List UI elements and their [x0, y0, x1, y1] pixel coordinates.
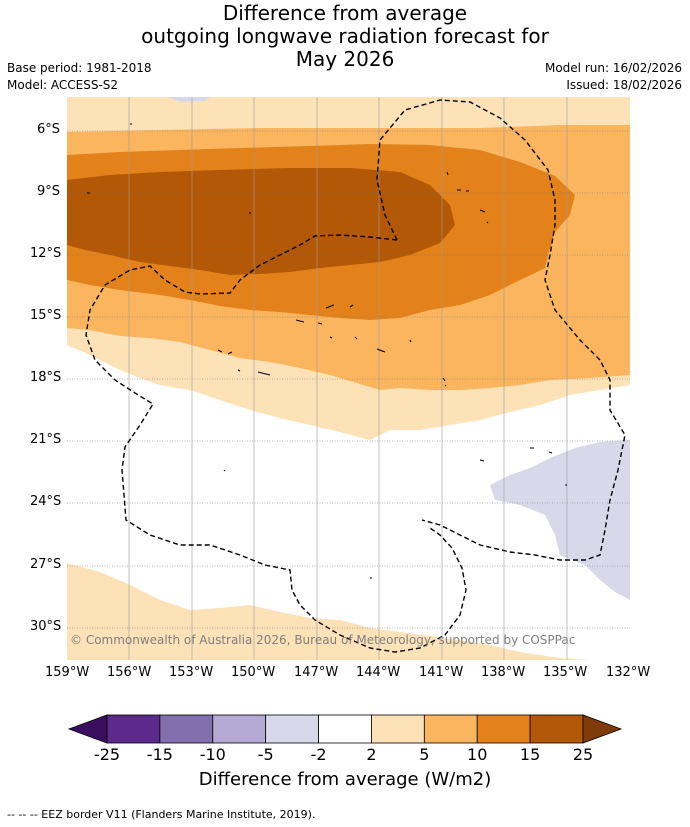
colorbar-cell-7	[476, 714, 531, 744]
lon-label-135w: 135°W	[543, 665, 588, 680]
eez-border-cook-islands	[376, 99, 626, 561]
anomaly-band-15-25	[67, 168, 455, 275]
colorbar	[67, 714, 623, 744]
anomaly-band-neg-2-5-east	[490, 440, 630, 600]
colorbar-cell-8	[529, 714, 584, 744]
colorbar-tick-label: -2	[310, 745, 327, 764]
islands	[87, 123, 567, 579]
lon-label-153w: 153°W	[169, 665, 214, 680]
lon-label-138w: 138°W	[481, 665, 526, 680]
colorbar-cell-1	[159, 714, 214, 744]
issued-date: Issued: 18/02/2026	[566, 78, 682, 92]
eez-footnote: -- -- -- EEZ border V11 (Flanders Marine…	[7, 808, 316, 821]
colorbar-cell-2	[212, 714, 267, 744]
base-period: Base period: 1981-2018	[7, 61, 152, 75]
lon-label-132w: 132°W	[606, 665, 651, 680]
colorbar-extend-high	[582, 714, 623, 744]
colorbar-tick-label: 15	[519, 745, 541, 764]
colorbar-tick-label: -10	[199, 745, 226, 764]
lat-label-24s: 24°S	[30, 494, 62, 509]
meta-right: Model run: 16/02/2026 Issued: 18/02/2026	[545, 60, 682, 94]
copyright-notice: © Commonwealth of Australia 2026, Bureau…	[70, 633, 576, 647]
title-line-1: Difference from average	[222, 1, 468, 25]
model-name: Model: ACCESS-S2	[7, 78, 119, 92]
colorbar-tick-label: -5	[257, 745, 274, 764]
anomaly-band-2-5-south	[67, 563, 590, 660]
lat-label-30s: 30°S	[30, 619, 62, 634]
colorbar-tick-label: 5	[419, 745, 430, 764]
colorbar-tick-label: 25	[572, 745, 594, 764]
lon-label-147w: 147°W	[294, 665, 339, 680]
lat-label-15s: 15°S	[30, 308, 62, 323]
colorbar-cell-6	[423, 714, 478, 744]
lat-label-12s: 12°S	[30, 246, 62, 261]
colorbar-cell-0	[106, 714, 161, 744]
lat-label-21s: 21°S	[30, 432, 62, 447]
colorbar-tick-label: -25	[93, 745, 121, 764]
colorbar-cells	[106, 714, 584, 744]
lon-label-156w: 156°W	[107, 665, 152, 680]
colorbar-cell-4	[318, 714, 372, 744]
lat-label-18s: 18°S	[30, 370, 62, 385]
colorbar-extend-low	[67, 714, 108, 744]
title-line-2: outgoing longwave radiation forecast for	[141, 24, 549, 48]
anomaly-band-neg-2-5-north	[168, 97, 210, 102]
map-plot-area	[67, 97, 630, 660]
colorbar-tick-label: -15	[146, 745, 173, 764]
lon-label-144w: 144°W	[356, 665, 401, 680]
lat-label-6s: 6°S	[37, 122, 61, 137]
colorbar-cell-3	[265, 714, 319, 744]
lon-label-141w: 141°W	[419, 665, 464, 680]
lat-label-27s: 27°S	[30, 557, 62, 572]
colorbar-tick-label: 2	[366, 745, 377, 764]
map-title: Difference from average outgoing longwav…	[0, 2, 690, 71]
colorbar-title: Difference from average (W/m2)	[198, 769, 492, 790]
eez-borders	[85, 99, 626, 653]
lat-label-9s: 9°S	[37, 184, 61, 199]
colorbar-tick-label: 10	[467, 745, 488, 764]
lon-label-150w: 150°W	[231, 665, 276, 680]
meta-left: Base period: 1981-2018 Model: ACCESS-S2	[7, 60, 152, 94]
lon-label-159w: 159°W	[45, 665, 90, 680]
title-line-3: May 2026	[295, 47, 395, 71]
eez-border-french-polynesia-inner	[85, 234, 467, 653]
colorbar-cell-5	[371, 714, 425, 744]
model-run: Model run: 16/02/2026	[544, 61, 682, 75]
